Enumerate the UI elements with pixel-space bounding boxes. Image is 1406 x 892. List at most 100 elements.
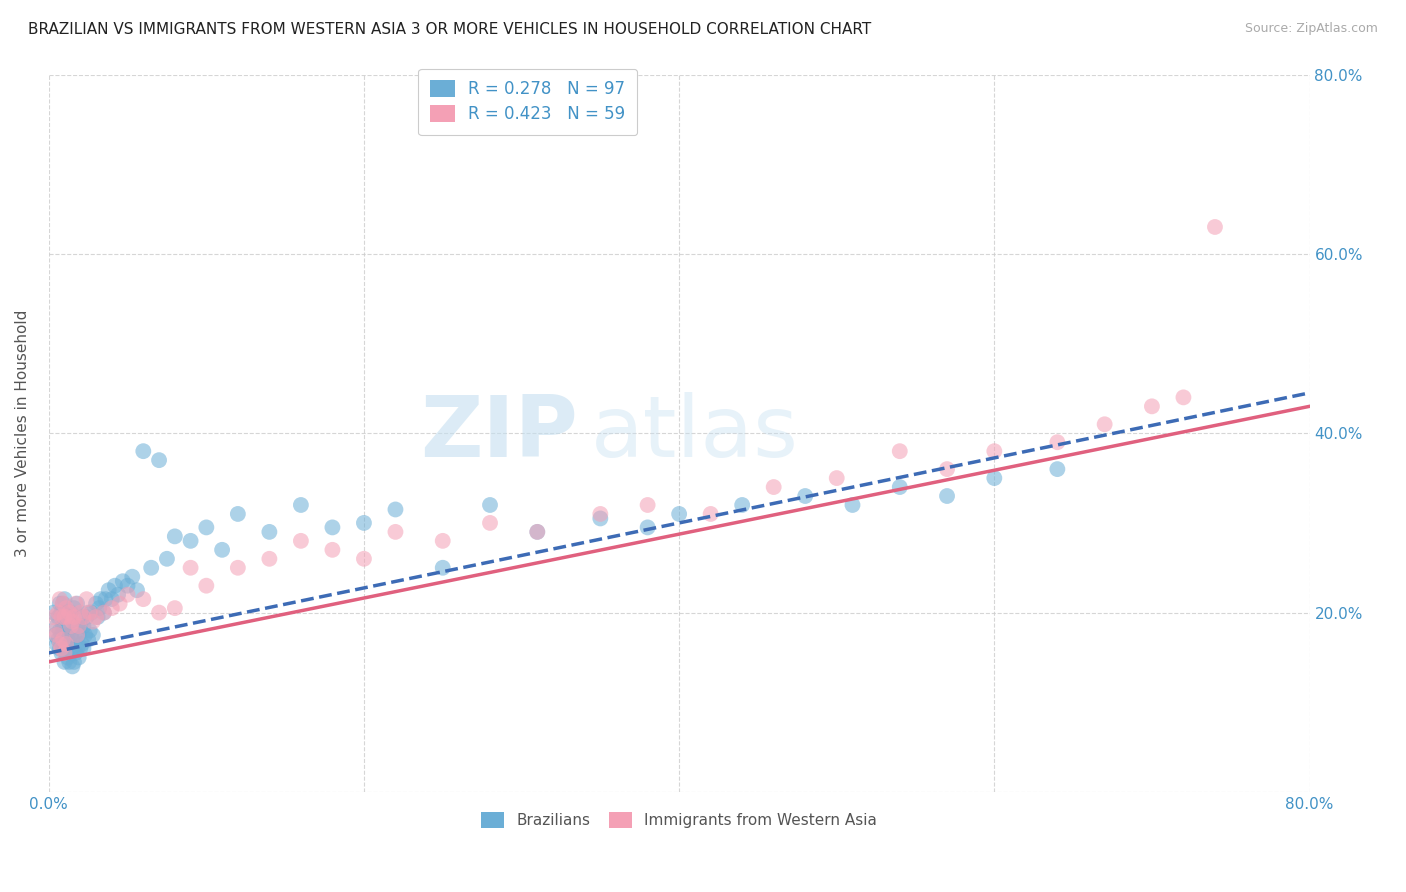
Point [384, 524, 406, 539]
Point [353, 551, 375, 566]
Point [49, 592, 72, 607]
Point [94, 592, 117, 607]
Point [72, 641, 94, 656]
Point [44, 628, 66, 642]
Point [479, 516, 502, 530]
Point [1094, 417, 1116, 432]
Point [111, 574, 134, 589]
Point [58, 606, 80, 620]
Point [69, 641, 91, 656]
Point [163, 529, 186, 543]
Point [132, 592, 155, 607]
Point [936, 489, 959, 503]
Point [889, 480, 911, 494]
Point [321, 542, 343, 557]
Point [66, 597, 89, 611]
Point [56, 610, 79, 624]
Point [794, 489, 817, 503]
Point [53, 655, 76, 669]
Point [117, 579, 139, 593]
Point [353, 516, 375, 530]
Point [59, 619, 82, 633]
Point [42, 606, 65, 620]
Point [51, 628, 73, 642]
Point [132, 444, 155, 458]
Point [180, 533, 202, 548]
Point [79, 624, 101, 638]
Point [63, 628, 86, 642]
Point [66, 641, 89, 656]
Point [589, 507, 612, 521]
Point [107, 588, 129, 602]
Point [148, 606, 170, 620]
Point [589, 511, 612, 525]
Point [76, 592, 98, 607]
Point [841, 498, 863, 512]
Point [60, 615, 83, 629]
Point [77, 632, 100, 647]
Point [108, 597, 131, 611]
Point [52, 632, 75, 647]
Point [59, 606, 82, 620]
Point [195, 579, 218, 593]
Y-axis label: 3 or more Vehicles in Household: 3 or more Vehicles in Household [15, 310, 30, 557]
Point [86, 610, 108, 624]
Point [45, 628, 67, 642]
Point [45, 637, 67, 651]
Point [60, 632, 83, 647]
Point [63, 601, 86, 615]
Point [63, 655, 86, 669]
Point [67, 628, 90, 642]
Point [69, 606, 91, 620]
Point [59, 646, 82, 660]
Point [93, 606, 115, 620]
Point [51, 610, 73, 624]
Point [983, 471, 1005, 485]
Point [65, 646, 87, 660]
Point [762, 480, 785, 494]
Point [56, 650, 79, 665]
Point [637, 520, 659, 534]
Point [55, 606, 77, 620]
Point [70, 610, 93, 624]
Point [290, 498, 312, 512]
Point [49, 624, 72, 638]
Point [637, 498, 659, 512]
Point [668, 507, 690, 521]
Point [432, 561, 454, 575]
Point [58, 637, 80, 651]
Point [53, 619, 76, 633]
Point [259, 551, 281, 566]
Point [82, 615, 104, 629]
Text: atlas: atlas [591, 392, 799, 475]
Point [259, 524, 281, 539]
Point [117, 588, 139, 602]
Point [60, 659, 83, 673]
Point [936, 462, 959, 476]
Point [384, 502, 406, 516]
Point [101, 601, 124, 615]
Point [58, 655, 80, 669]
Point [82, 628, 104, 642]
Point [52, 597, 75, 611]
Point [1046, 462, 1069, 476]
Point [479, 498, 502, 512]
Point [65, 597, 87, 611]
Point [73, 628, 96, 642]
Point [121, 570, 143, 584]
Point [52, 597, 75, 611]
Point [52, 641, 75, 656]
Point [72, 619, 94, 633]
Point [58, 610, 80, 624]
Legend: Brazilians, Immigrants from Western Asia: Brazilians, Immigrants from Western Asia [475, 806, 883, 835]
Point [55, 637, 77, 651]
Point [49, 641, 72, 656]
Point [93, 606, 115, 620]
Point [72, 610, 94, 624]
Point [53, 646, 76, 660]
Point [1173, 390, 1195, 404]
Point [76, 610, 98, 624]
Point [97, 583, 120, 598]
Point [80, 606, 103, 620]
Point [432, 533, 454, 548]
